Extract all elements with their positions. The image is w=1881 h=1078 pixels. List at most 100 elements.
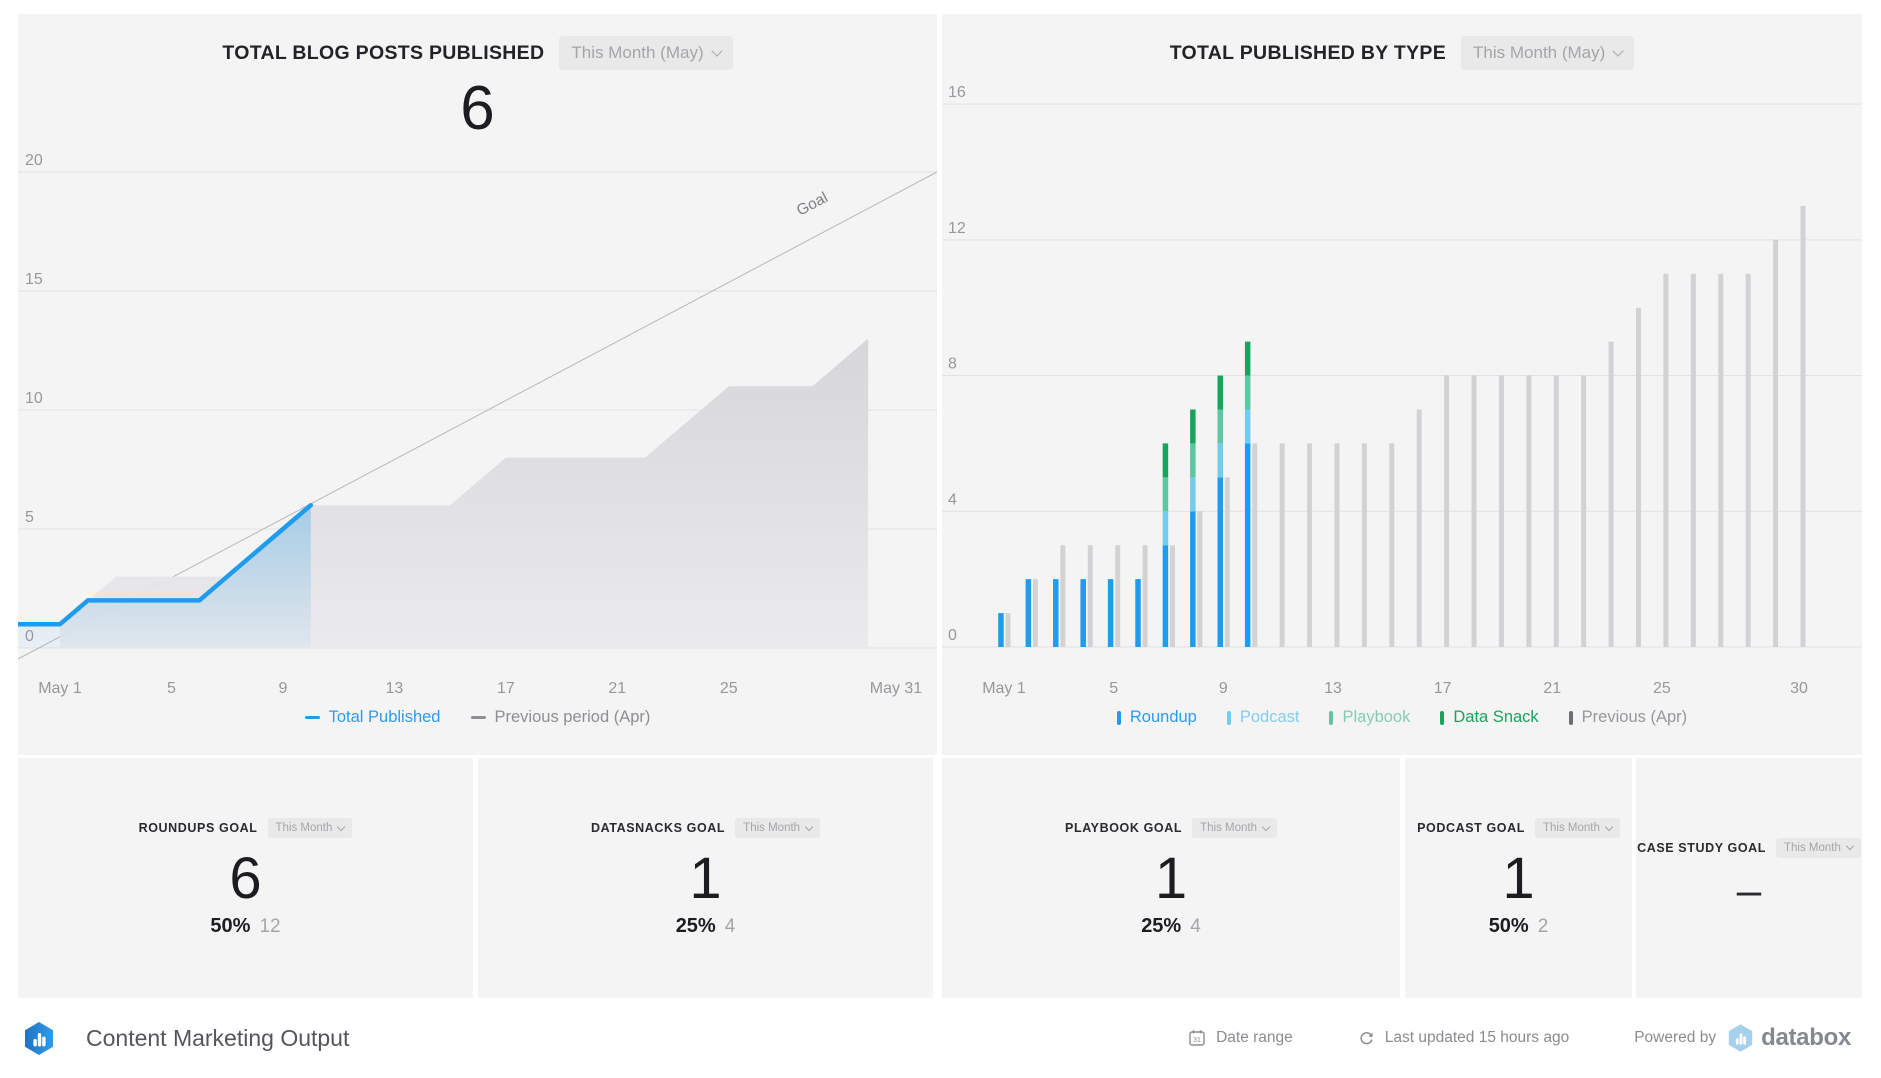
chart-header: TOTAL BLOG POSTS PUBLISHED This Month (M… bbox=[18, 36, 937, 70]
total-published-by-type-panel: TOTAL PUBLISHED BY TYPE This Month (May)… bbox=[942, 14, 1862, 755]
databox-hex-icon bbox=[1728, 1024, 1753, 1052]
svg-text:5: 5 bbox=[167, 680, 176, 697]
kpi-card-playbook-goal: PLAYBOOK GOAL This Month 1 25% 4 bbox=[942, 758, 1400, 998]
legend-swatch bbox=[1116, 710, 1121, 725]
legend-label: Roundup bbox=[1129, 708, 1197, 726]
kpi-card-case-study-goal: CASE STUDY GOAL This Month – bbox=[1636, 758, 1862, 998]
kpi-value: 1 bbox=[689, 846, 722, 912]
svg-text:5: 5 bbox=[1109, 680, 1118, 697]
legend-item-previous-period-apr-[interactable]: Previous period (Apr) bbox=[470, 708, 651, 727]
kpi-title: PLAYBOOK GOAL bbox=[1065, 821, 1183, 836]
legend-label: Previous (Apr) bbox=[1581, 708, 1688, 726]
legend-swatch bbox=[470, 715, 486, 720]
svg-text:9: 9 bbox=[1219, 680, 1228, 697]
svg-text:Goal: Goal bbox=[794, 189, 831, 219]
last-updated-text: Last updated 15 hours ago bbox=[1384, 1029, 1570, 1046]
chevron-down-icon bbox=[804, 822, 814, 831]
svg-text:May 1: May 1 bbox=[38, 680, 82, 697]
svg-text:8: 8 bbox=[948, 356, 957, 373]
total-published-big-number: 6 bbox=[460, 74, 495, 143]
kpi-title: CASE STUDY GOAL bbox=[1637, 840, 1767, 855]
chevron-down-icon bbox=[337, 822, 346, 831]
refresh-icon[interactable] bbox=[1358, 1030, 1375, 1047]
kpi-range-dropdown[interactable]: This Month bbox=[735, 818, 821, 839]
legend-item-playbook[interactable]: Playbook bbox=[1329, 708, 1410, 727]
kpi-range-value: This Month bbox=[743, 822, 801, 835]
svg-text:0: 0 bbox=[948, 627, 957, 644]
line-chart-legend: Total Published Previous period (Apr) bbox=[18, 708, 937, 727]
svg-text:10: 10 bbox=[25, 390, 43, 407]
kpi-range-dropdown[interactable]: This Month bbox=[1776, 837, 1861, 858]
svg-text:May 1: May 1 bbox=[982, 680, 1026, 697]
legend-item-podcast[interactable]: Podcast bbox=[1226, 708, 1300, 727]
kpi-percent: 50% bbox=[210, 914, 251, 937]
legend-swatch bbox=[304, 715, 320, 720]
chart-title: TOTAL BLOG POSTS PUBLISHED bbox=[222, 41, 545, 64]
legend-swatch bbox=[1568, 710, 1573, 725]
databox-brand-text: databox bbox=[1761, 1024, 1851, 1051]
legend-item-roundup[interactable]: Roundup bbox=[1116, 708, 1197, 727]
calendar-icon: 31 bbox=[1189, 1030, 1205, 1046]
kpi-percent: 25% bbox=[675, 914, 716, 937]
legend-item-total-published[interactable]: Total Published bbox=[304, 708, 441, 727]
date-range-control[interactable]: 31 Date range bbox=[1188, 1029, 1293, 1047]
kpi-range-dropdown[interactable]: This Month bbox=[267, 818, 353, 839]
date-range-value: This Month (May) bbox=[571, 43, 704, 62]
legend-item-data-snack[interactable]: Data Snack bbox=[1440, 708, 1539, 727]
svg-text:May 31: May 31 bbox=[870, 680, 923, 697]
powered-by-label: Powered by bbox=[1634, 1029, 1717, 1046]
chevron-down-icon bbox=[710, 45, 723, 57]
dashboard-title: Content Marketing Output bbox=[86, 1024, 350, 1051]
kpi-row: ROUNDUPS GOAL This Month 6 50% 12 DATASN… bbox=[18, 758, 1862, 998]
legend-item-previous-apr-[interactable]: Previous (Apr) bbox=[1568, 708, 1688, 727]
kpi-range-value: This Month bbox=[1784, 841, 1841, 854]
kpi-goal-target: 2 bbox=[1537, 915, 1549, 937]
kpi-value: 1 bbox=[1502, 846, 1535, 912]
kpi-range-dropdown[interactable]: This Month bbox=[1192, 818, 1277, 839]
kpi-title: PODCAST GOAL bbox=[1417, 821, 1525, 836]
kpi-card-datasnacks-goal: DATASNACKS GOAL This Month 1 25% 4 bbox=[478, 758, 933, 998]
kpi-value: 1 bbox=[1154, 846, 1188, 912]
svg-text:30: 30 bbox=[1790, 680, 1808, 697]
legend-label: Total Published bbox=[328, 708, 441, 726]
chevron-down-icon bbox=[1612, 45, 1624, 57]
svg-text:13: 13 bbox=[385, 680, 403, 697]
chart-header: TOTAL PUBLISHED BY TYPE This Month (May) bbox=[942, 36, 1862, 70]
svg-text:21: 21 bbox=[608, 680, 626, 697]
dashboard-footer: Content Marketing Output 31 Date range L… bbox=[0, 998, 1881, 1078]
legend-swatch bbox=[1329, 710, 1334, 725]
kpi-value: 6 bbox=[229, 846, 262, 912]
legend-label: Data Snack bbox=[1453, 708, 1539, 726]
svg-text:17: 17 bbox=[1434, 680, 1452, 697]
legend-label: Previous period (Apr) bbox=[494, 708, 651, 726]
kpi-goal-target: 4 bbox=[1190, 915, 1201, 937]
bar-chart-legend: Roundup Podcast Playbook Data Snack Previous… bbox=[942, 708, 1862, 727]
kpi-title: ROUNDUPS GOAL bbox=[138, 821, 258, 836]
kpi-card-roundups-goal: ROUNDUPS GOAL This Month 6 50% 12 bbox=[18, 758, 473, 998]
bar-chart-canvas: May 1 5 9 13 17 21 25 30 0 4 8 12 16 bbox=[942, 84, 1862, 697]
svg-text:0: 0 bbox=[25, 628, 34, 645]
chevron-down-icon bbox=[1845, 841, 1855, 851]
kpi-goal-target: 12 bbox=[259, 915, 281, 937]
kpi-range-dropdown[interactable]: This Month bbox=[1535, 818, 1620, 839]
svg-text:13: 13 bbox=[1324, 680, 1342, 697]
svg-text:16: 16 bbox=[948, 84, 966, 101]
chevron-down-icon bbox=[1261, 822, 1271, 831]
legend-label: Podcast bbox=[1239, 708, 1300, 726]
kpi-title: DATASNACKS GOAL bbox=[590, 821, 726, 836]
last-updated-status: Last updated 15 hours ago bbox=[1358, 1029, 1569, 1047]
chevron-down-icon bbox=[1604, 822, 1614, 831]
date-range-dropdown[interactable]: This Month (May) bbox=[559, 36, 733, 70]
svg-text:15: 15 bbox=[25, 271, 43, 288]
charts-row: TOTAL BLOG POSTS PUBLISHED This Month (M… bbox=[18, 14, 1862, 755]
line-chart-canvas: Goal May 1 5 9 13 17 21 25 May 31 0 5 10 15 20 bbox=[18, 152, 937, 697]
powered-by-databox[interactable]: Powered by databox bbox=[1634, 1024, 1851, 1052]
date-range-label: Date range bbox=[1216, 1029, 1293, 1046]
svg-text:20: 20 bbox=[25, 152, 43, 169]
date-range-dropdown[interactable]: This Month (May) bbox=[1461, 36, 1635, 70]
svg-text:31: 31 bbox=[1193, 1037, 1201, 1044]
kpi-value: – bbox=[1736, 865, 1762, 915]
svg-text:17: 17 bbox=[497, 680, 515, 697]
kpi-range-value: This Month bbox=[1200, 822, 1257, 835]
